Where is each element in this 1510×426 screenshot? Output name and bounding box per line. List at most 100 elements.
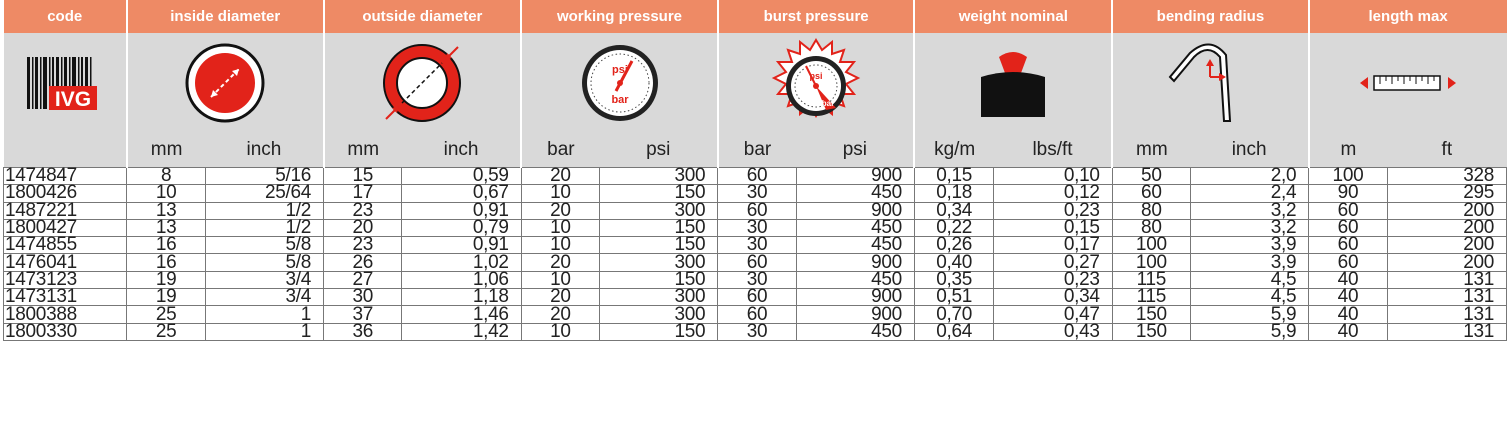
unit-cell: bar bbox=[521, 132, 600, 168]
header-working-pressure: working pressure bbox=[521, 0, 719, 33]
table-cell: 200 bbox=[1386, 201, 1508, 220]
table-cell: 10 bbox=[520, 183, 601, 203]
weight-nominal-icon-cell bbox=[914, 33, 1114, 132]
table-cell: 450 bbox=[795, 322, 915, 341]
table-cell: 16 bbox=[126, 252, 206, 272]
outside-diameter-icon-cell bbox=[323, 33, 523, 132]
table-cell: 90 bbox=[1308, 183, 1388, 203]
unit-cell: mm bbox=[1112, 132, 1191, 168]
table-cell: 300 bbox=[599, 166, 719, 185]
outside-diameter-icon bbox=[383, 43, 462, 122]
table-cell: 150 bbox=[599, 235, 719, 254]
table-cell: 30 bbox=[717, 322, 797, 341]
table-cell: 30 bbox=[717, 183, 797, 203]
ruler-icon bbox=[1360, 74, 1457, 91]
table-cell: 0,91 bbox=[401, 201, 522, 220]
header-weight-nominal: weight nominal bbox=[914, 0, 1114, 33]
unit-code bbox=[3, 132, 128, 168]
burst-pressure-icon-cell: psi bar bbox=[717, 33, 916, 132]
table-cell: 900 bbox=[795, 166, 915, 185]
table-cell: 0,35 bbox=[913, 270, 995, 289]
table-cell: 1,42 bbox=[401, 322, 522, 341]
table-cell: 5/8 bbox=[204, 252, 325, 272]
unit-cell: psi bbox=[796, 132, 916, 168]
working-pressure-icon-cell: psi bar bbox=[521, 33, 719, 132]
table-cell: 30 bbox=[717, 235, 797, 254]
table-cell: 26 bbox=[323, 252, 403, 272]
table-cell: 450 bbox=[795, 183, 915, 203]
barcode-logo-cell: IVG bbox=[3, 33, 128, 132]
table-cell: 20 bbox=[520, 304, 601, 324]
unit-cell: bar bbox=[717, 132, 797, 168]
unit-cell: lbs/ft bbox=[993, 132, 1114, 168]
table-cell: 0,23 bbox=[993, 201, 1113, 220]
spec-table-container: code inside diameter outside diameter wo… bbox=[2, 0, 1508, 341]
table-cell: 1,06 bbox=[401, 270, 522, 289]
table-cell: 0,15 bbox=[913, 166, 995, 185]
table-cell: 60 bbox=[717, 252, 797, 272]
table-cell: 0,18 bbox=[913, 183, 995, 203]
header-row: code inside diameter outside diameter wo… bbox=[3, 0, 1507, 33]
unit-cell: inch bbox=[205, 132, 325, 168]
header-bending-radius: bending radius bbox=[1112, 0, 1310, 33]
table-cell: 25 bbox=[126, 322, 206, 341]
bending-radius-icon bbox=[1169, 43, 1232, 122]
table-cell: 0,64 bbox=[913, 322, 995, 341]
icon-row: IVG bbox=[3, 33, 1507, 132]
table-cell: 60 bbox=[1308, 201, 1388, 220]
table-cell: 200 bbox=[1386, 218, 1508, 237]
code-cell: 1800330 bbox=[2, 322, 128, 341]
table-cell: 131 bbox=[1386, 304, 1508, 324]
table-cell: 5,9 bbox=[1190, 322, 1310, 341]
header-length-max: length max bbox=[1308, 0, 1507, 33]
table-cell: 0,15 bbox=[993, 218, 1113, 237]
hose-spec-table: code inside diameter outside diameter wo… bbox=[2, 0, 1508, 341]
psi-label: psi bbox=[810, 71, 823, 81]
burst-pressure-gauge-icon: psi bar bbox=[771, 37, 861, 118]
table-cell: 300 bbox=[599, 201, 719, 220]
table-row: 1800330 25 1 36 1,42 10 150 30 450 0,64 0,43 150 5,9… bbox=[2, 322, 1508, 341]
table-cell: 1/2 bbox=[204, 218, 325, 237]
table-cell: 1 bbox=[204, 322, 325, 341]
table-cell: 131 bbox=[1386, 287, 1508, 306]
table-cell: 27 bbox=[323, 270, 403, 289]
table-cell: 0,91 bbox=[401, 235, 522, 254]
table-cell: 10 bbox=[520, 322, 601, 341]
header-outside-diameter: outside diameter bbox=[323, 0, 523, 33]
table-body: 1474847 8 5/16 15 0,59 20 300 60 900 0,15 0,10 50 2,… bbox=[2, 166, 1508, 341]
table-cell: 0,26 bbox=[913, 235, 995, 254]
table-cell: 19 bbox=[126, 287, 206, 306]
table-cell: 0,43 bbox=[993, 322, 1113, 341]
code-cell: 1800426 bbox=[2, 183, 128, 203]
table-cell: 5/8 bbox=[204, 235, 325, 254]
inside-diameter-icon bbox=[185, 43, 265, 122]
unit-cell: mm bbox=[126, 132, 206, 168]
table-cell: 100 bbox=[1308, 166, 1388, 185]
table-cell: 3,9 bbox=[1190, 235, 1310, 254]
table-cell: 0,70 bbox=[913, 304, 995, 324]
table-cell: 36 bbox=[323, 322, 403, 341]
table-row: 1473123 19 3/4 27 1,06 10 150 30 450 0,35 0,23 115 4… bbox=[2, 270, 1508, 289]
table-cell: 60 bbox=[717, 201, 797, 220]
table-cell: 40 bbox=[1308, 304, 1388, 324]
table-cell: 200 bbox=[1386, 235, 1508, 254]
table-cell: 40 bbox=[1308, 287, 1388, 306]
table-cell: 60 bbox=[1308, 252, 1388, 272]
code-cell: 1474855 bbox=[2, 235, 128, 254]
table-cell: 3/4 bbox=[204, 270, 325, 289]
table-cell: 10 bbox=[520, 218, 601, 237]
table-cell: 60 bbox=[717, 287, 797, 306]
table-row: 1473131 19 3/4 30 1,18 20 300 60 900 0,51 0,34 115 4… bbox=[2, 287, 1508, 306]
table-cell: 131 bbox=[1386, 322, 1508, 341]
table-cell: 0,59 bbox=[401, 166, 522, 185]
table-cell: 300 bbox=[599, 252, 719, 272]
table-row: 1800426 10 25/64 17 0,67 10 150 30 450 0,18 0,12 60… bbox=[2, 183, 1508, 203]
bending-radius-icon-cell bbox=[1112, 33, 1310, 132]
table-cell: 115 bbox=[1111, 270, 1192, 289]
table-row: 1476041 16 5/8 26 1,02 20 300 60 900 0,40 0,27 100 3… bbox=[2, 252, 1508, 272]
table-cell: 1,46 bbox=[401, 304, 522, 324]
bar-label: bar bbox=[822, 99, 834, 108]
table-row: 1487221 13 1/2 23 0,91 20 300 60 900 0,34 0,23 80 3,… bbox=[2, 201, 1508, 220]
weight-icon bbox=[981, 51, 1046, 117]
table-cell: 17 bbox=[323, 183, 403, 203]
